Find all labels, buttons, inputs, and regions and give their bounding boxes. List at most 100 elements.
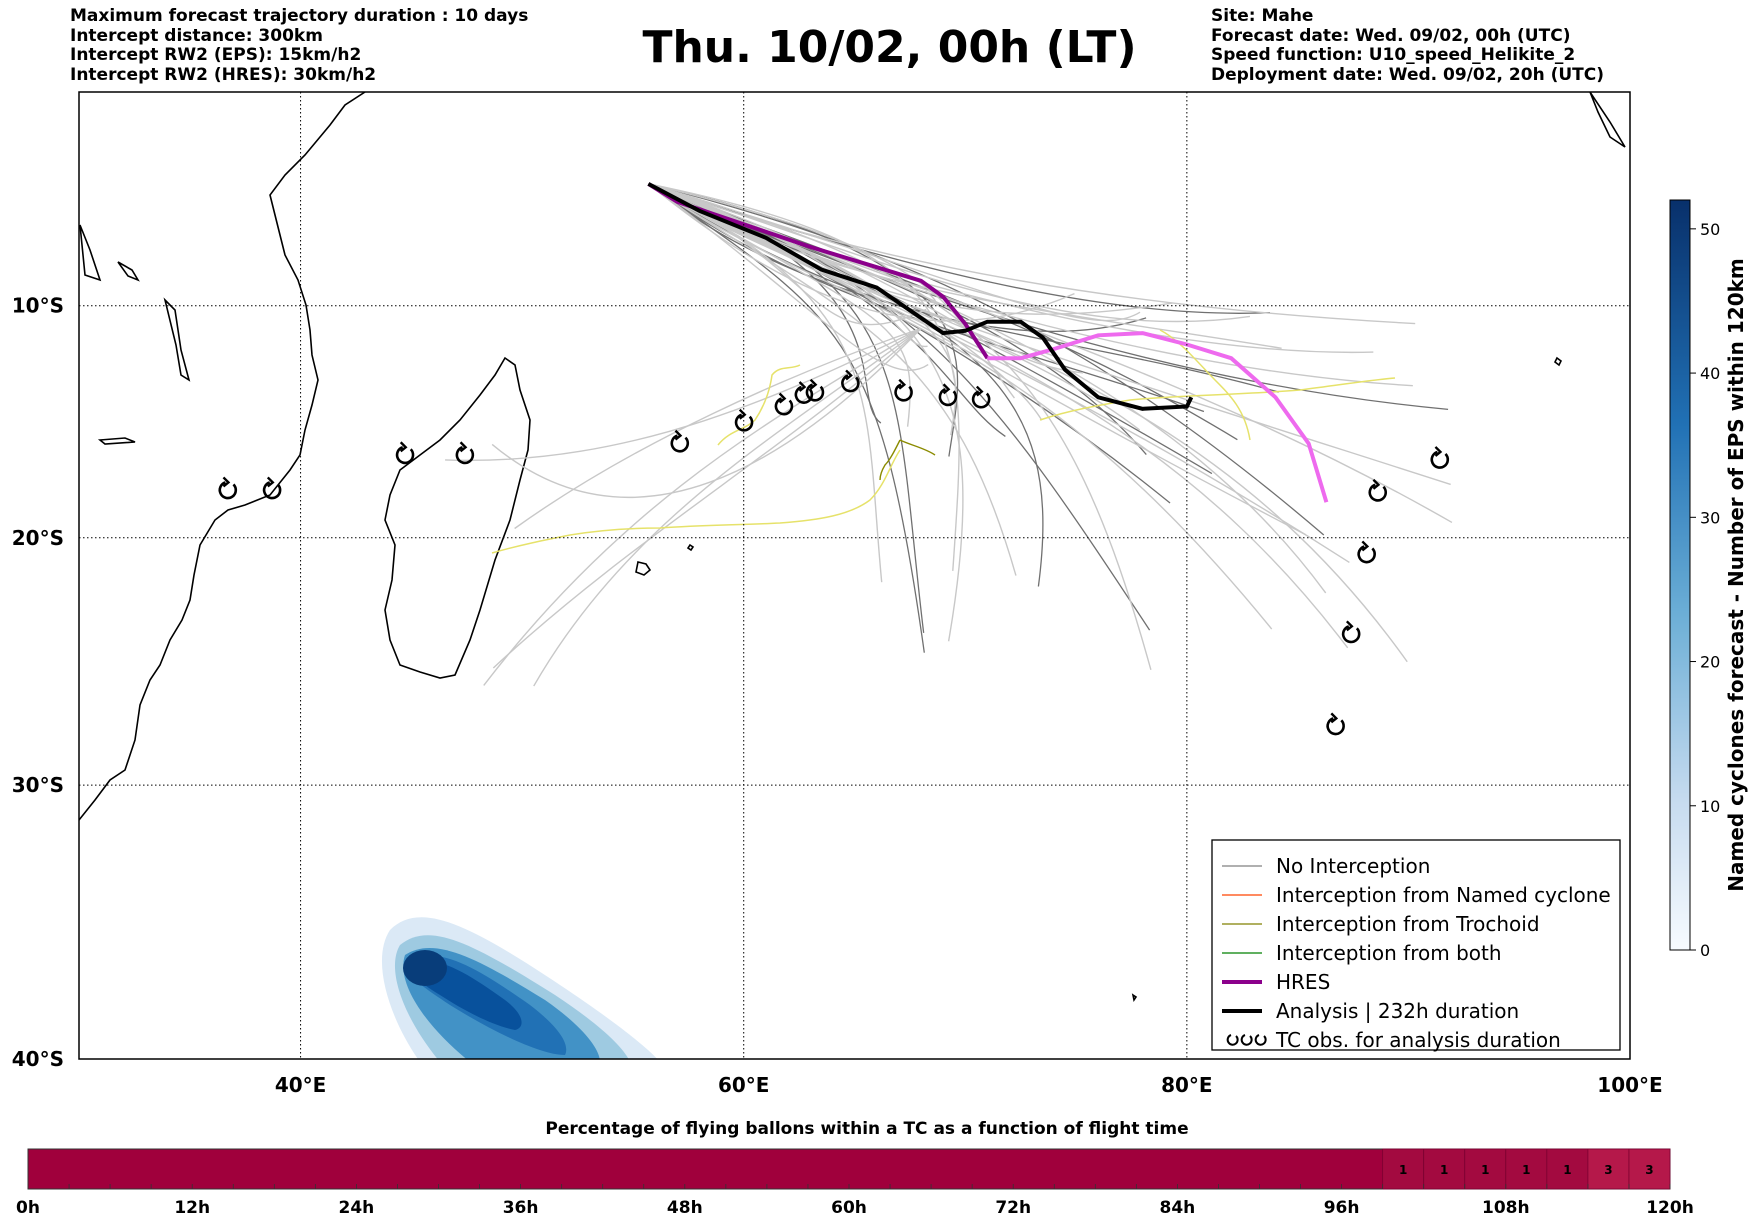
time-bar-cell-value: 1 [1440, 1163, 1448, 1177]
header-right-line: Deployment date: Wed. 09/02, 20h (UTC) [1211, 64, 1605, 85]
eps-trajectory [514, 327, 922, 530]
lon-tick-label: 100°E [1597, 1073, 1662, 1097]
colorbar-tick-label: 50 [1700, 220, 1720, 239]
lat-tick-label: 30°S [12, 773, 64, 797]
header-left-line: Maximum forecast trajectory duration : 1… [70, 6, 529, 26]
colorbar-tick-label: 10 [1700, 797, 1720, 816]
eps-trajectory [648, 183, 1270, 314]
tc-observation-icon [1357, 540, 1376, 564]
legend-item: Interception from Named cyclone [1222, 883, 1611, 907]
header-right-line: Forecast date: Wed. 09/02, 00h (UTC) [1211, 25, 1571, 46]
cyclone-density-blob [382, 917, 658, 1059]
legend-item: TC obs. for analysis duration [1226, 1028, 1561, 1052]
eps-trajectory [648, 183, 960, 571]
eps-trajectory [483, 327, 922, 686]
eps-trajectory [648, 183, 1084, 374]
hres-track-tail [987, 331, 1329, 503]
map-area [79, 92, 1626, 1059]
tc-observation-icon [1341, 620, 1361, 644]
lon-tick-label: 60°E [718, 1073, 770, 1097]
tc-observation-icon [938, 383, 958, 407]
eps-trajectories-no-interception [445, 183, 1453, 687]
header-left-line: Intercept distance: 300km [70, 25, 323, 46]
time-bar-tick-label: 72h [995, 1198, 1031, 1218]
map-gridlines [79, 92, 1630, 1059]
eps-trajectory [491, 328, 922, 498]
eps-trajectory [533, 327, 922, 687]
tc-observation-icon [218, 476, 238, 500]
tc-legend-icon [1226, 1034, 1239, 1046]
tc-observation-icon [1368, 478, 1388, 502]
time-bar-tick-label: 24h [339, 1198, 375, 1218]
lat-tick-label: 10°S [12, 294, 64, 318]
time-bar-tick-label: 48h [667, 1198, 703, 1218]
coastlines [79, 92, 1626, 1003]
time-bar-tick-label: 120h [1646, 1198, 1694, 1218]
tc-observation-icon [1326, 712, 1345, 736]
tc-observation-icon [774, 392, 794, 416]
tc-observation-icon [971, 385, 991, 409]
legend-label: Interception from Trochoid [1276, 912, 1540, 936]
tc-observation-icon [670, 429, 690, 453]
legend-item: Interception from both [1222, 941, 1502, 965]
eps-trajectory [648, 183, 929, 371]
time-bar-cell-value: 1 [1399, 1163, 1407, 1177]
map-axis-ticks: 40°E 60°E 80°E 100°E 10°S 20°S 30°S 40°S [12, 294, 1663, 1097]
page-title: Thu. 10/02, 00h (LT) [642, 22, 1137, 73]
time-bar: Percentage of flying ballons within a TC… [16, 1119, 1694, 1218]
legend-label: No Interception [1276, 854, 1430, 878]
eps-trajectory [648, 183, 925, 653]
legend-box [1211, 839, 1621, 1051]
time-bar-cell-value: 3 [1604, 1163, 1612, 1177]
colorbar-tick-label: 40 [1700, 364, 1720, 383]
time-bar-cell: 1 [1546, 1148, 1589, 1190]
time-bar-cell-value: 1 [1563, 1163, 1571, 1177]
legend-item: Analysis | 232h duration [1222, 999, 1519, 1023]
time-bar-tick-label: 12h [174, 1198, 210, 1218]
eps-trajectory [648, 183, 1141, 322]
header-left-line: Intercept RW2 (EPS): 15km/h2 [70, 45, 362, 65]
colorbar-tick-label: 20 [1700, 653, 1720, 672]
tc-observation-icon [395, 441, 415, 465]
lat-tick-label: 40°S [12, 1047, 64, 1071]
eps-trajectory [648, 183, 1273, 630]
tc-observation-icon [794, 381, 814, 404]
time-bar-cell: 3 [1628, 1148, 1671, 1190]
eps-trajectory [648, 183, 1017, 576]
legend-item: Interception from Trochoid [1222, 912, 1540, 936]
colorbar: 0 10 20 30 40 50 Named cyclones forecast - Nu… [1669, 199, 1748, 960]
header-right-line: Speed function: U10_speed_Helikite_2 [1211, 45, 1576, 65]
time-bar-cell-value: 1 [1522, 1163, 1530, 1177]
time-bar-tick-label: 96h [1324, 1198, 1360, 1218]
tc-observation-icon [455, 441, 475, 465]
lon-tick-label: 40°E [275, 1073, 327, 1097]
time-bar-title: Percentage of flying ballons within a TC… [545, 1119, 1188, 1139]
colorbar-tick-label: 30 [1700, 508, 1720, 527]
legend: No Interception Interception from Named c… [1211, 839, 1621, 1052]
legend-item: HRES [1222, 970, 1330, 994]
tc-observation-icon [262, 476, 282, 500]
header-right: Site: Mahe Forecast date: Wed. 09/02, 00… [1211, 6, 1605, 85]
tc-observation-icon [1430, 446, 1450, 469]
tc-observation-icon [841, 369, 860, 393]
tc-legend-icon [1240, 1034, 1253, 1046]
eps-trajectory [445, 327, 922, 462]
header-left-line: Intercept RW2 (HRES): 30km/h2 [70, 64, 377, 85]
time-bar-tick-label: 84h [1160, 1198, 1196, 1218]
time-bar-cell: 1 [1382, 1148, 1425, 1190]
time-bar-cell: 3 [1587, 1148, 1630, 1190]
eps-trajectory [492, 327, 922, 669]
tc-observation-icon [734, 408, 754, 432]
olive-trajectory [879, 439, 936, 481]
map-frame [78, 91, 1631, 1060]
legend-label: Interception from Named cyclone [1276, 883, 1611, 907]
time-bar-cell-value: 1 [1481, 1163, 1489, 1177]
colorbar-scale [1669, 199, 1691, 951]
eps-trajectory [648, 183, 1350, 564]
time-bar-tick-label: 60h [831, 1198, 867, 1218]
lat-tick-label: 20°S [12, 526, 64, 550]
header-right-line: Site: Mahe [1211, 6, 1314, 26]
tc-legend-icon [1254, 1034, 1267, 1046]
eps-trajectory [648, 183, 1141, 431]
